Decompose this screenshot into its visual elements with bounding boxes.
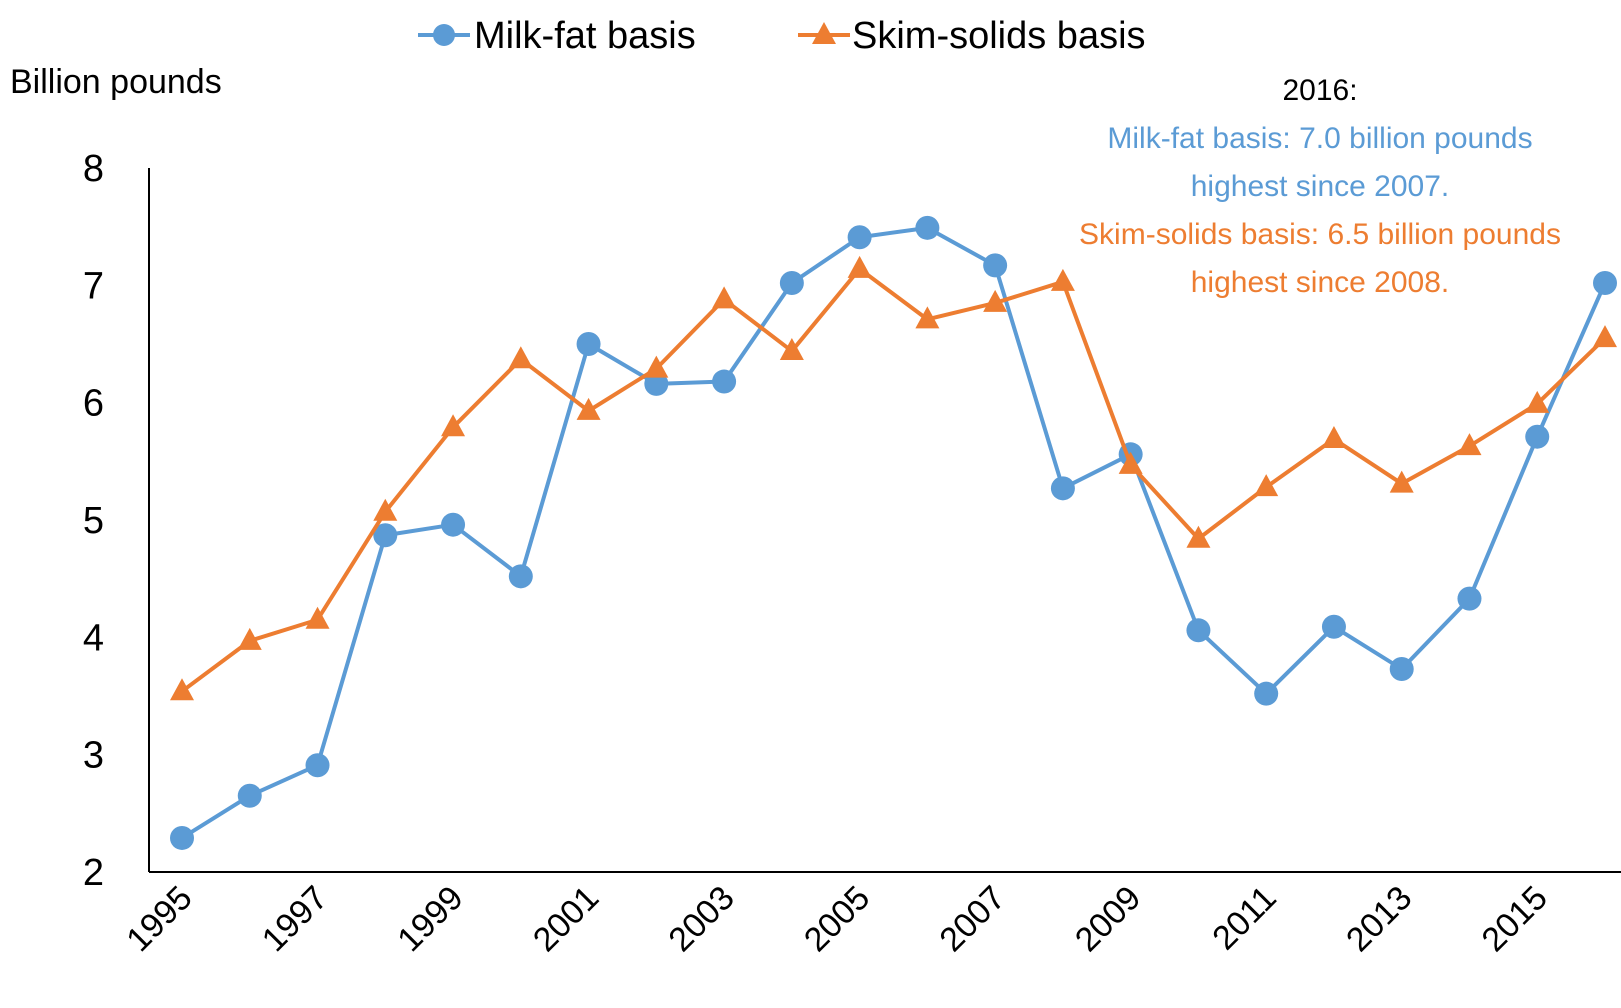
data-point-skim-solids-basis	[1593, 325, 1617, 348]
legend-item-skim-solids: Skim-solids basis	[798, 15, 1146, 57]
x-tick-label: 1997	[255, 879, 335, 959]
legend-label-skim-solids: Skim-solids basis	[852, 15, 1146, 57]
y-ticks: 2 3 4 5 6 7 8	[83, 148, 104, 894]
series-line-milk-fat-basis	[180, 225, 1607, 840]
annotation-line-4: highest since 2008.	[1191, 266, 1450, 299]
data-point-skim-solids-basis	[170, 678, 194, 701]
x-tick-label: 2007	[932, 879, 1012, 959]
data-point-milk-fat-basis	[1389, 657, 1414, 682]
data-point-milk-fat-basis	[441, 512, 466, 537]
data-point-milk-fat-basis	[915, 215, 940, 240]
x-tick-label: 1999	[390, 879, 470, 959]
data-point-milk-fat-basis	[1593, 270, 1617, 295]
series-line-skim-solids-basis	[180, 266, 1607, 693]
legend-item-milk-fat: Milk-fat basis	[418, 15, 696, 57]
series-layer	[170, 215, 1617, 850]
data-point-milk-fat-basis	[644, 371, 669, 396]
data-point-skim-solids-basis	[1118, 451, 1143, 474]
data-point-skim-solids-basis	[1254, 474, 1279, 497]
y-axis-label: Billion pounds	[10, 63, 222, 101]
data-point-milk-fat-basis	[1186, 618, 1211, 643]
data-point-milk-fat-basis	[712, 369, 737, 394]
data-point-skim-solids-basis	[779, 338, 804, 361]
data-point-milk-fat-basis	[576, 332, 601, 356]
x-tick-label: 2009	[1068, 879, 1148, 959]
data-point-skim-solids-basis	[847, 255, 872, 278]
data-point-milk-fat-basis	[1525, 424, 1550, 449]
x-tick-label: 2011	[1205, 879, 1284, 958]
data-point-milk-fat-basis	[1050, 476, 1075, 501]
x-tick-label: 2013	[1339, 879, 1419, 959]
annotation-line-1: Milk-fat basis: 7.0 billion pounds	[1107, 122, 1532, 155]
data-point-milk-fat-basis	[508, 564, 533, 589]
annotation-header: 2016:	[1282, 74, 1357, 107]
y-tick-label: 7	[83, 265, 104, 307]
data-point-skim-solids-basis	[441, 414, 466, 437]
annotation: 2016: Milk-fat basis: 7.0 billion pounds…	[1079, 74, 1561, 299]
data-point-milk-fat-basis	[1254, 681, 1279, 706]
data-point-milk-fat-basis	[373, 523, 398, 548]
y-tick-label: 3	[83, 735, 104, 777]
y-tick-label: 6	[83, 383, 104, 425]
data-point-skim-solids-basis	[576, 397, 601, 420]
x-ticks: 1995 1997 1999 2001 2003 2005 2007 2009 2011 2013…	[119, 879, 1555, 959]
y-tick-label: 2	[83, 852, 104, 894]
legend: Milk-fat basis Skim-solids basis	[418, 15, 1146, 57]
annotation-line-3: Skim-solids basis: 6.5 billion pounds	[1079, 218, 1561, 251]
data-point-skim-solids-basis	[915, 306, 940, 329]
x-tick-label: 2001	[526, 879, 606, 959]
x-tick-label: 2003	[661, 879, 741, 959]
x-tick-label: 2015	[1475, 879, 1555, 959]
data-point-milk-fat-basis	[983, 253, 1008, 278]
data-point-milk-fat-basis	[305, 753, 330, 778]
legend-marker-milk-fat	[433, 24, 455, 46]
data-point-milk-fat-basis	[1457, 586, 1482, 611]
data-point-milk-fat-basis	[847, 225, 872, 250]
series-milk-fat-basis	[170, 215, 1617, 850]
legend-label-milk-fat: Milk-fat basis	[474, 15, 696, 57]
data-point-skim-solids-basis	[1525, 390, 1550, 413]
data-point-skim-solids-basis	[508, 346, 533, 369]
data-point-skim-solids-basis	[1050, 268, 1075, 291]
data-point-skim-solids-basis	[644, 355, 669, 378]
data-point-milk-fat-basis	[237, 783, 262, 808]
y-tick-label: 8	[83, 148, 104, 190]
legend-marker-skim-solids	[812, 22, 836, 44]
data-point-skim-solids-basis	[1389, 470, 1414, 493]
series-skim-solids-basis	[170, 255, 1617, 701]
data-point-milk-fat-basis	[1321, 614, 1346, 639]
x-tick-label: 2005	[797, 879, 877, 959]
data-point-skim-solids-basis	[1186, 525, 1211, 548]
data-point-skim-solids-basis	[373, 498, 398, 521]
data-point-milk-fat-basis	[170, 825, 194, 850]
data-point-skim-solids-basis	[983, 289, 1008, 312]
y-tick-label: 5	[83, 500, 104, 542]
data-point-skim-solids-basis	[712, 286, 737, 309]
data-point-skim-solids-basis	[237, 627, 262, 650]
data-point-milk-fat-basis	[779, 270, 804, 295]
annotation-line-2: highest since 2007.	[1191, 170, 1450, 203]
y-tick-label: 4	[83, 617, 104, 659]
data-point-skim-solids-basis	[1457, 433, 1482, 456]
data-point-skim-solids-basis	[1321, 426, 1346, 449]
data-point-skim-solids-basis	[305, 606, 330, 629]
x-tick-label: 1995	[119, 879, 199, 959]
